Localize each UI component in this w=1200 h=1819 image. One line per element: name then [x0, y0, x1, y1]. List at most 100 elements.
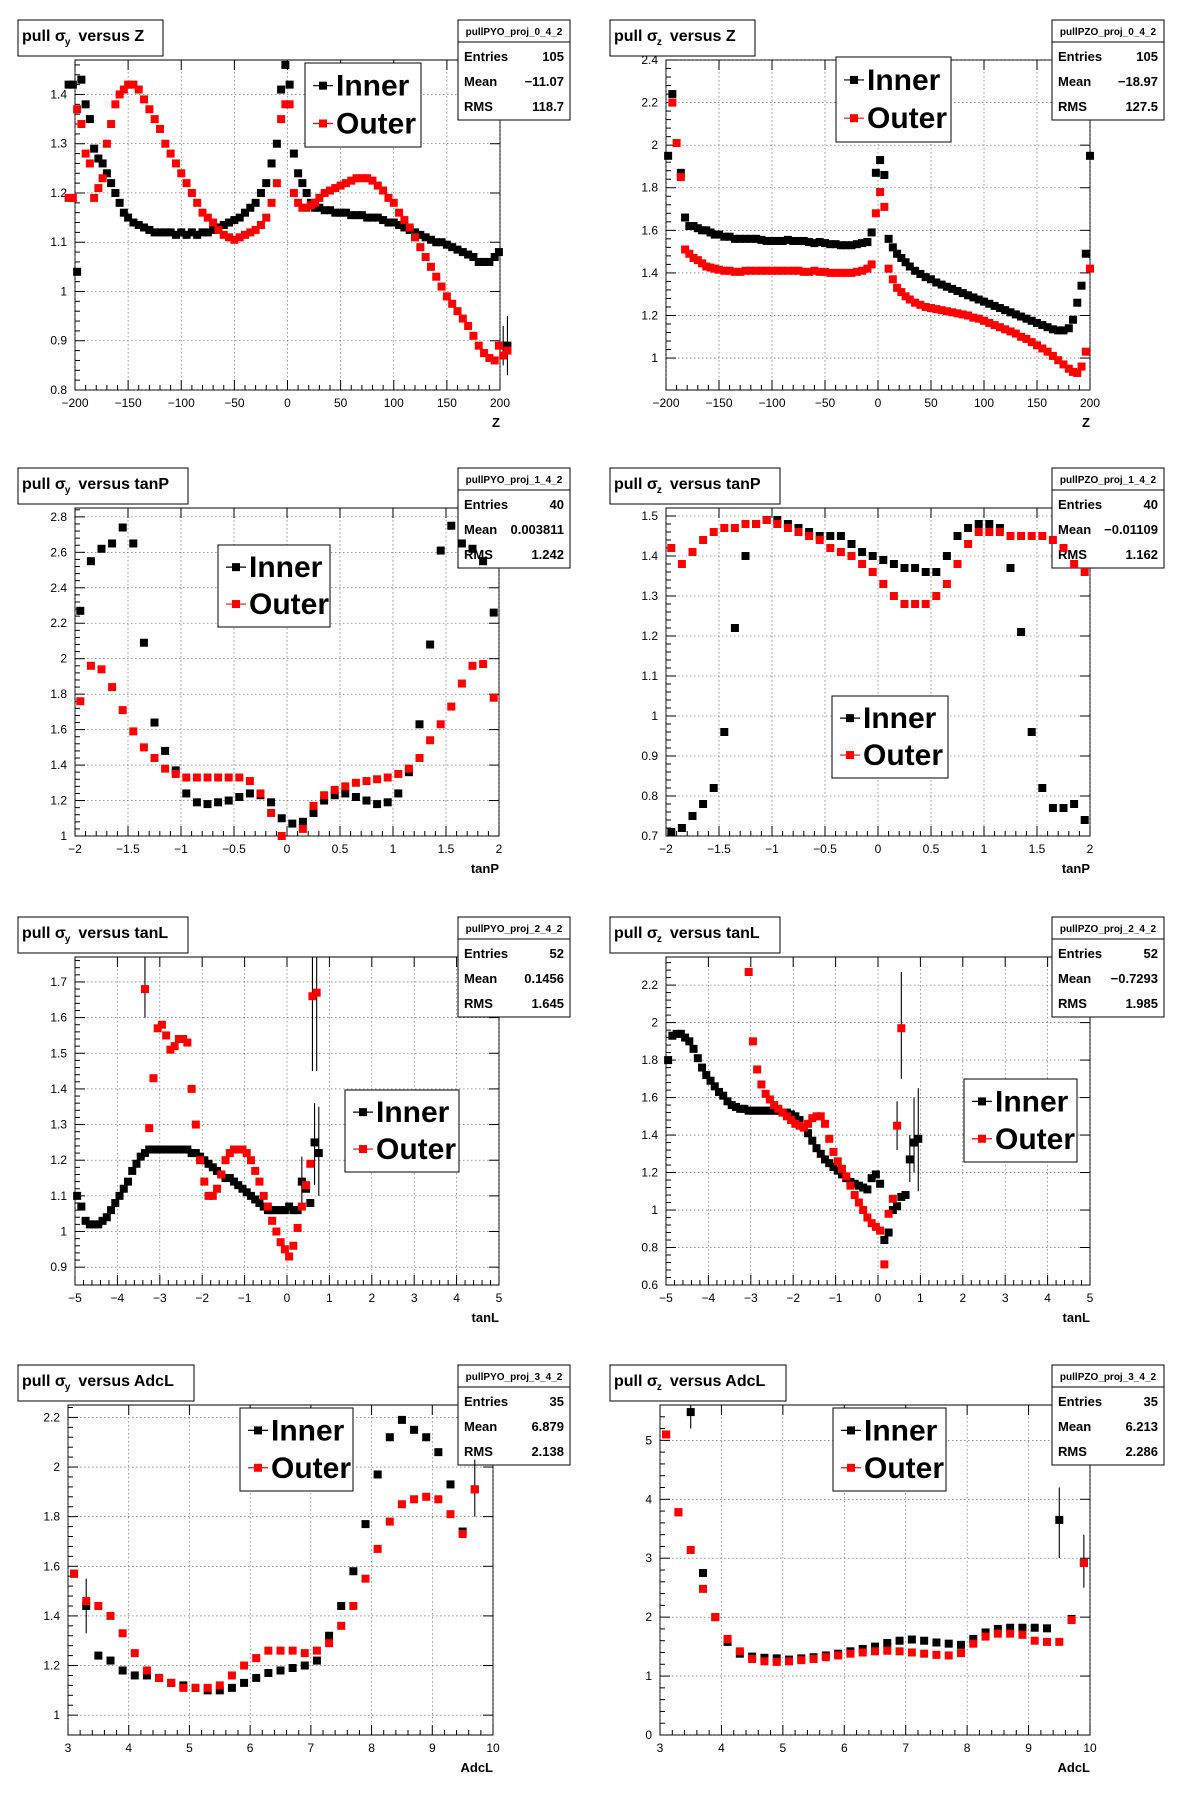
- legend-label-outer: Outer: [995, 1123, 1075, 1156]
- legend-marker-inner: [978, 1097, 986, 1106]
- data-point-outer: [920, 1649, 929, 1658]
- data-point-inner: [668, 90, 677, 99]
- data-point-outer: [723, 1634, 732, 1643]
- data-point-inner: [128, 1166, 137, 1175]
- stats-key-rms: RMS: [464, 1444, 493, 1459]
- data-point-outer: [106, 1611, 115, 1620]
- data-point-outer: [361, 1574, 370, 1583]
- legend-label-inner: Inner: [867, 64, 941, 97]
- x-tick-label: −50: [224, 396, 245, 410]
- data-point-inner: [1030, 1623, 1039, 1632]
- data-point-outer: [213, 1184, 222, 1193]
- data-point-outer: [280, 1245, 289, 1254]
- title-subscript: y: [65, 1382, 71, 1393]
- x-axis-label: AdcL: [461, 1760, 494, 1775]
- title-tail: versus AdcL: [670, 1373, 766, 1390]
- data-point-inner: [710, 230, 719, 239]
- x-tick-label: 150: [437, 396, 457, 410]
- data-point-inner: [98, 1216, 107, 1225]
- data-point-outer: [974, 314, 983, 323]
- data-point-outer: [240, 1661, 249, 1670]
- data-point-outer: [676, 173, 685, 182]
- y-tick-label: 1.7: [50, 975, 67, 989]
- y-tick-label: 1.6: [50, 723, 67, 737]
- data-point-outer: [118, 706, 127, 715]
- data-point-inner: [1001, 306, 1010, 315]
- data-point-inner: [98, 159, 107, 168]
- data-point-inner: [702, 226, 711, 235]
- legend-box: [239, 1407, 354, 1492]
- data-point-inner: [494, 248, 503, 257]
- data-point-inner: [166, 228, 175, 237]
- data-point-outer: [262, 213, 271, 222]
- data-point-outer: [1067, 1616, 1076, 1625]
- data-point-outer: [221, 1156, 230, 1165]
- data-point-inner: [272, 1206, 281, 1215]
- data-point-outer: [499, 351, 508, 360]
- stats-key-mean: Mean: [464, 1419, 497, 1434]
- data-point-outer: [1070, 560, 1079, 568]
- data-point-outer: [765, 1095, 774, 1104]
- legend-box: [344, 1089, 460, 1173]
- x-tick-label: 2: [496, 842, 503, 856]
- stats-value-rms: 1.162: [1125, 547, 1158, 562]
- data-point-outer: [911, 298, 920, 307]
- data-point-inner: [911, 564, 920, 572]
- data-point-outer: [171, 769, 180, 778]
- y-tick-label: 1.6: [43, 1559, 60, 1573]
- data-point-outer: [846, 1181, 855, 1190]
- data-point-outer: [410, 1495, 419, 1504]
- data-point-outer: [309, 801, 318, 810]
- data-point-inner: [876, 156, 885, 165]
- data-point-outer: [854, 1198, 863, 1207]
- data-point-outer: [895, 1647, 904, 1656]
- data-point-outer: [730, 524, 739, 532]
- data-point-outer: [384, 193, 393, 202]
- data-point-inner: [183, 1145, 192, 1154]
- panel-4: −2 −1.5 −1 −0.5 0 0.5 1 1.5 2 0.7 0.8 0.9 1 1.1 1.2 1.3…: [609, 467, 1165, 876]
- stats-key-rms: RMS: [1058, 99, 1087, 114]
- legend: Inner Outer: [217, 544, 331, 628]
- y-tick-label: 1.4: [43, 1609, 60, 1623]
- x-tick-label: −1: [238, 1291, 252, 1305]
- data-point-inner: [293, 1206, 302, 1215]
- data-point-inner: [85, 115, 94, 124]
- data-point-inner: [81, 1216, 90, 1225]
- data-point-inner: [203, 228, 212, 237]
- data-point-inner: [161, 746, 170, 755]
- data-point-outer: [842, 1172, 851, 1181]
- data-point-outer: [268, 1216, 277, 1225]
- data-point-inner: [736, 234, 745, 243]
- title-main: pull σ: [22, 28, 66, 45]
- title-box: [17, 916, 189, 954]
- data-point-outer: [821, 267, 829, 276]
- title-subscript: z: [657, 934, 662, 945]
- x-tick-label: 0.5: [923, 842, 940, 856]
- chart-title: pull σy versus AdcL: [22, 1373, 174, 1393]
- title-box: [609, 1364, 787, 1402]
- data-point-inner: [302, 188, 311, 197]
- data-point-outer: [276, 1238, 285, 1247]
- data-point-inner: [182, 230, 191, 239]
- data-point-inner: [664, 151, 673, 160]
- legend-marker-outer: [978, 1134, 986, 1143]
- data-point-outer: [785, 1657, 793, 1666]
- x-tick-label: −2: [68, 842, 82, 856]
- data-point-outer: [662, 1430, 671, 1439]
- data-point-inner: [706, 228, 715, 237]
- title-box: [609, 916, 781, 954]
- data-point-inner: [300, 1661, 309, 1670]
- data-point-inner: [804, 1129, 813, 1138]
- data-point-outer: [331, 184, 340, 193]
- data-point-outer: [1079, 1558, 1088, 1567]
- data-point-inner: [1038, 784, 1047, 792]
- data-point-outer: [174, 1035, 183, 1043]
- data-point-inner: [129, 218, 138, 227]
- data-point-inner: [765, 1106, 774, 1115]
- y-tick-label: 1.3: [50, 1118, 67, 1132]
- data-point-outer: [985, 318, 994, 327]
- data-point-inner: [990, 301, 999, 310]
- data-point-outer: [281, 100, 290, 109]
- data-point-inner: [981, 1628, 990, 1637]
